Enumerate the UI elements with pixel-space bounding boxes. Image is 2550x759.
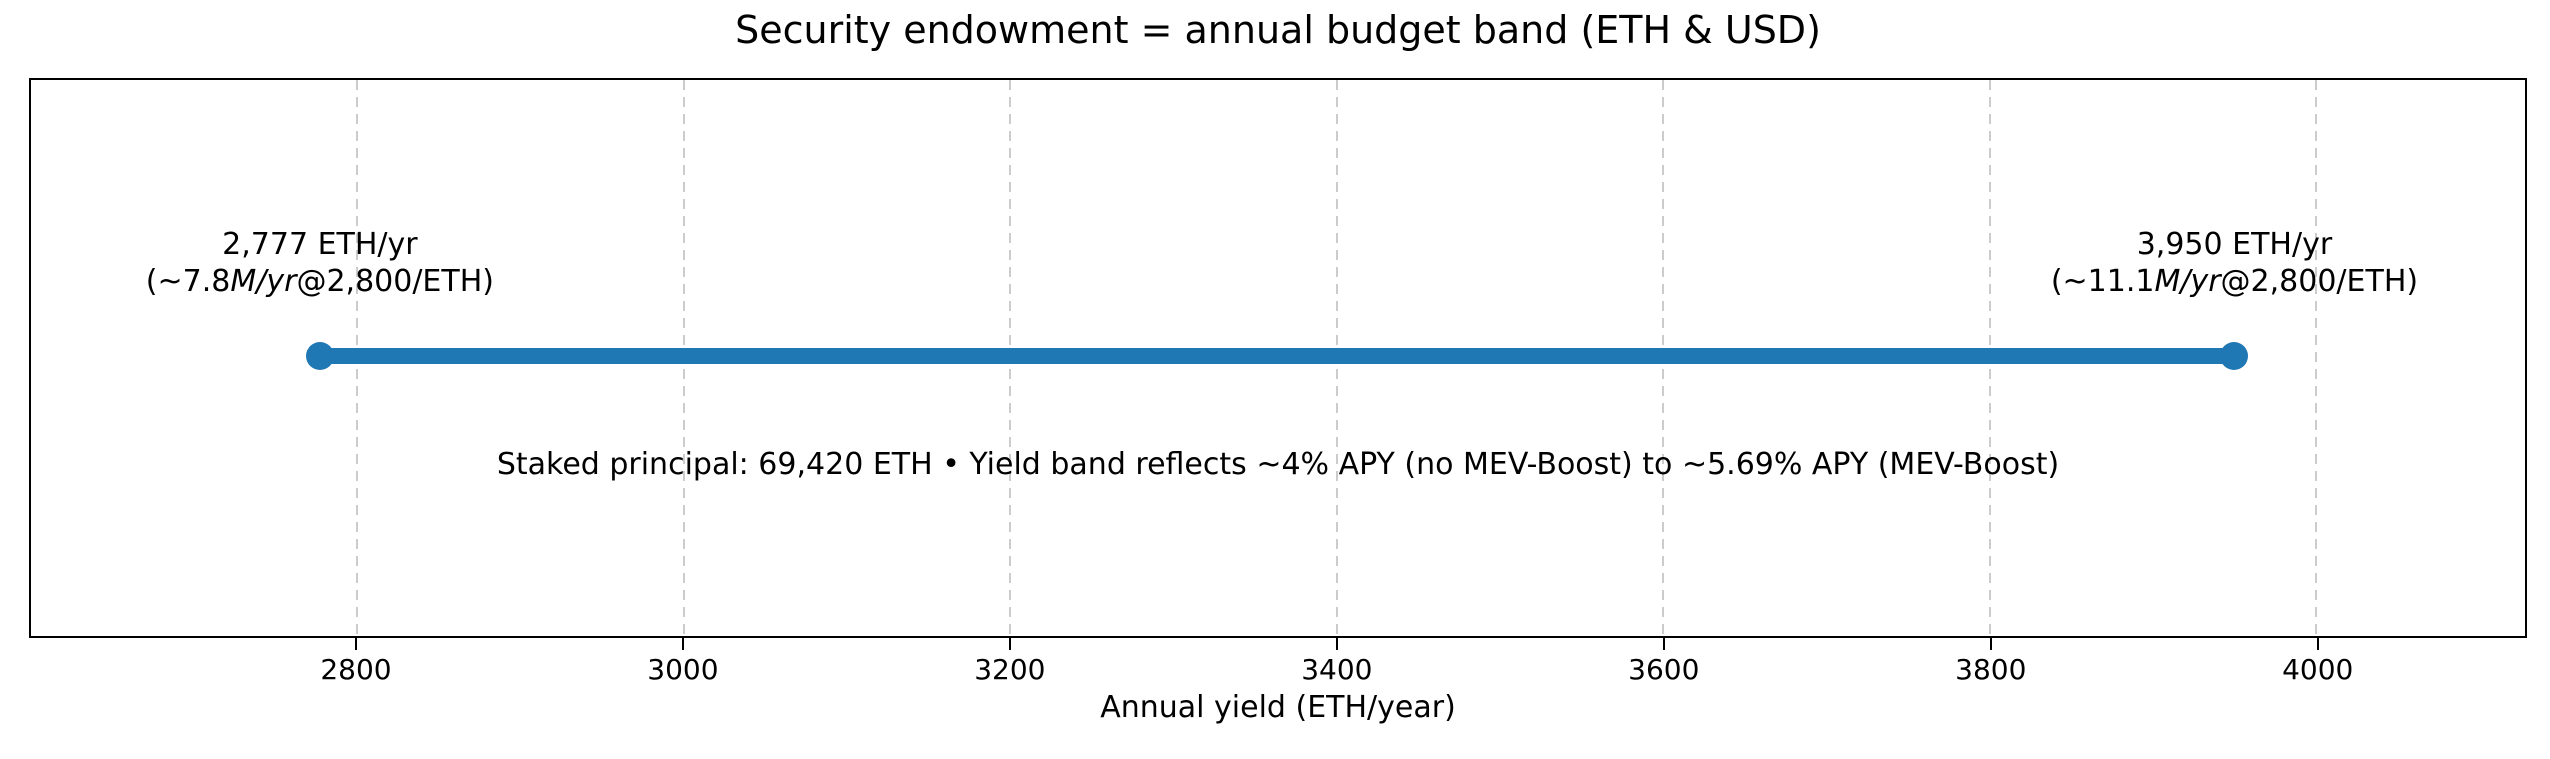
x-tick-label-3600: 3600 xyxy=(1628,653,1700,686)
budget-band-line xyxy=(319,347,2235,364)
endpoint-label-min-line2: (~7.8M/yr@2,800/ETH) xyxy=(145,264,494,299)
x-tick-label-4000: 4000 xyxy=(2282,653,2354,686)
endpoint-label-max: 3,950 ETH/yr (~11.1M/yr@2,800/ETH) xyxy=(2051,226,2418,300)
x-tick-mark-2800 xyxy=(354,636,357,650)
x-tick-mark-4000 xyxy=(2316,636,2319,650)
x-tick-label-3800: 3800 xyxy=(1955,653,2027,686)
staked-principal-annotation: Staked principal: 69,420 ETH • Yield ban… xyxy=(496,447,2060,482)
x-tick-label-3400: 3400 xyxy=(1301,653,1373,686)
x-tick-label-3000: 3000 xyxy=(647,653,719,686)
x-tick-label-3200: 3200 xyxy=(974,653,1046,686)
x-tick-mark-3800 xyxy=(1989,636,1992,650)
band-endpoint-min-marker xyxy=(305,341,334,370)
endpoint-label-max-line1: 3,950 ETH/yr xyxy=(2136,227,2333,262)
x-tick-mark-3200 xyxy=(1008,636,1011,650)
chart-title: Security endowment = annual budget band … xyxy=(735,8,1821,52)
x-tick-mark-3600 xyxy=(1662,636,1665,650)
x-axis-ticks: 2800 3000 3200 3400 3600 3800 4000 xyxy=(29,636,2527,706)
band-endpoint-max-marker xyxy=(2220,341,2249,370)
endpoint-label-min: 2,777 ETH/yr (~7.8M/yr@2,800/ETH) xyxy=(146,226,494,300)
x-tick-label-2800: 2800 xyxy=(320,653,392,686)
x-axis-label: Annual yield (ETH/year) xyxy=(1100,690,1456,725)
endpoint-label-max-line2: (~11.1M/yr@2,800/ETH) xyxy=(2050,264,2419,299)
plot-area: 2,777 ETH/yr (~7.8M/yr@2,800/ETH) 3,950 … xyxy=(29,78,2527,638)
gridline-4000 xyxy=(2315,80,2318,636)
x-tick-mark-3000 xyxy=(681,636,684,650)
x-tick-mark-3400 xyxy=(1335,636,1338,650)
endpoint-label-min-line1: 2,777 ETH/yr xyxy=(222,227,418,262)
